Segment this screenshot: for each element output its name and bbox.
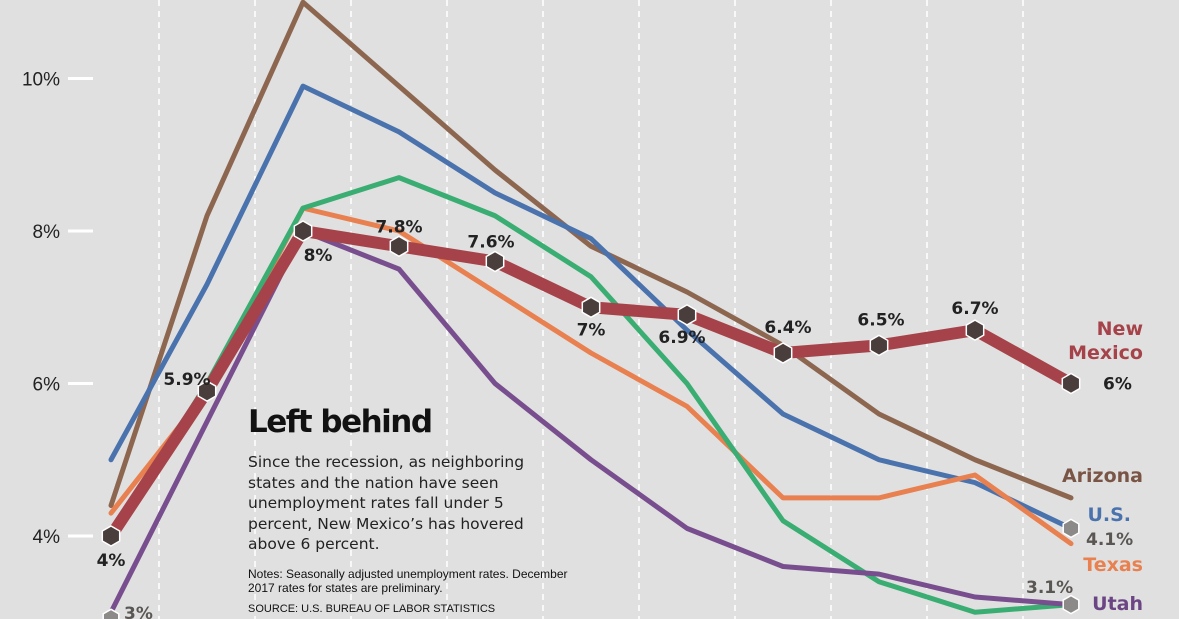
chart-description: Since the recession, as neighboring stat…	[248, 453, 525, 553]
series-line-unlabeled	[108, 175, 1074, 615]
new-mexico-data-label: 4%	[97, 551, 126, 571]
new-mexico-point-marker	[869, 334, 889, 357]
new-mexico-point-marker	[197, 380, 217, 402]
new-mexico-data-label: 6.9%	[658, 328, 705, 348]
new-mexico-data-label: 6.4%	[764, 318, 811, 338]
new-mexico-point-marker	[773, 342, 793, 364]
new-mexico-point-marker	[101, 525, 121, 547]
new-mexico-point-marker	[965, 319, 985, 341]
new-mexico-point-marker	[389, 235, 409, 258]
new-mexico-data-label: 8%	[304, 246, 333, 266]
new-mexico-data-label: 5.9%	[163, 370, 210, 390]
new-mexico-data-label: 7.6%	[467, 233, 514, 253]
series-label-new-mexico-line2: Mexico	[1068, 342, 1143, 364]
utah-end-label: 3.1%	[1026, 578, 1073, 598]
utah-start-label: 3%	[124, 604, 153, 619]
new-mexico-data-label: 6%	[1103, 375, 1132, 395]
new-mexico-point-marker	[1061, 372, 1081, 395]
series-line-arizona	[108, 0, 1074, 508]
utah-end-marker	[1062, 594, 1080, 615]
chart-source: SOURCE: U.S. BUREAU OF LABOR STATISTICS	[248, 602, 496, 615]
y-tick-label: 8%	[33, 222, 61, 243]
new-mexico-point-marker	[485, 250, 505, 273]
series-label-texas: Texas	[1083, 554, 1143, 576]
annotation-box: Left behind Since the recession, as neig…	[248, 404, 568, 615]
chart-notes: Notes: Seasonally adjusted unemployment …	[248, 566, 568, 595]
new-mexico-data-label: 6.5%	[857, 310, 904, 330]
us-end-label: 4.1%	[1086, 530, 1133, 550]
y-tick-label: 6%	[33, 375, 61, 396]
series-line-u-s-	[108, 83, 1074, 531]
y-tick-label: 10%	[22, 70, 60, 91]
new-mexico-point-marker	[677, 304, 697, 326]
new-mexico-data-label: 7%	[577, 320, 606, 340]
new-mexico-point-marker	[581, 296, 601, 319]
utah-start-marker	[102, 608, 120, 619]
series-label-us: U.S.	[1087, 504, 1131, 526]
chart-title: Left behind	[248, 404, 433, 440]
series-label-new-mexico-line1: New	[1097, 318, 1143, 340]
series-label-arizona: Arizona	[1062, 465, 1143, 487]
new-mexico-data-label: 7.8%	[375, 217, 422, 237]
y-tick-label: 4%	[33, 527, 61, 548]
new-mexico-point-marker	[293, 220, 313, 242]
series-label-utah: Utah	[1092, 593, 1143, 615]
new-mexico-data-label: 6.7%	[951, 299, 998, 319]
us-end-marker	[1062, 518, 1080, 539]
